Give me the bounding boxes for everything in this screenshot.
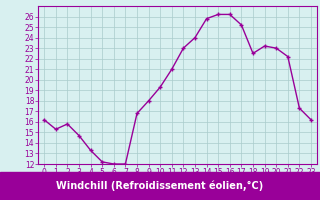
Text: Windchill (Refroidissement éolien,°C): Windchill (Refroidissement éolien,°C) <box>56 181 264 191</box>
